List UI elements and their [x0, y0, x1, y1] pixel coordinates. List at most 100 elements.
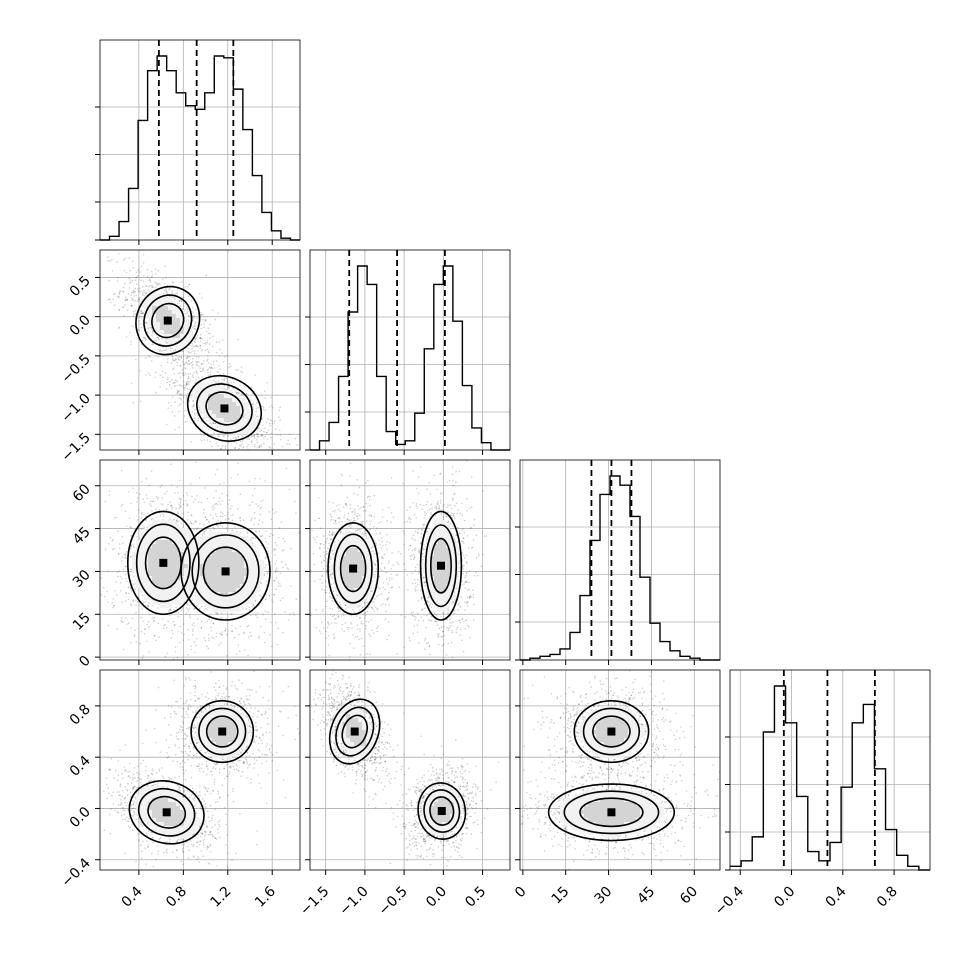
scatter-point — [208, 368, 210, 370]
scatter-point — [123, 287, 125, 289]
density-cell — [208, 592, 212, 596]
scatter-point — [269, 425, 271, 427]
scatter-point — [246, 438, 248, 440]
density-cell — [144, 540, 148, 544]
scatter-point — [189, 616, 191, 618]
density-cell — [160, 552, 164, 556]
scatter-point — [339, 602, 341, 604]
histogram-bin — [650, 623, 660, 660]
scatter-point — [179, 626, 181, 628]
density-cell — [148, 584, 152, 588]
density-cell — [248, 600, 252, 604]
scatter-point — [172, 514, 174, 516]
scatter-point — [166, 388, 168, 390]
scatter-point — [211, 637, 213, 639]
scatter-point — [212, 527, 214, 529]
scatter-point — [265, 531, 267, 533]
scatter-point — [131, 545, 133, 547]
scatter-point — [226, 527, 228, 529]
scatter-point — [375, 542, 377, 544]
scatter-point — [129, 287, 131, 289]
scatter-point — [227, 512, 229, 514]
scatter-point — [189, 614, 191, 616]
scatter-point — [181, 385, 183, 387]
scatter-point — [149, 278, 151, 280]
scatter-point — [167, 620, 169, 622]
scatter-point — [200, 338, 202, 340]
scatter-point — [192, 634, 194, 636]
scatter-point — [130, 588, 132, 590]
scatter-point — [210, 514, 212, 516]
density-cell — [224, 414, 228, 418]
scatter-point — [250, 615, 252, 617]
scatter-point — [401, 614, 403, 616]
density-cell — [172, 560, 176, 564]
scatter-point — [168, 402, 170, 404]
scatter-point — [146, 641, 148, 643]
scatter-point — [260, 394, 262, 396]
scatter-point — [174, 350, 176, 352]
scatter-point — [316, 536, 318, 538]
density-cell — [196, 584, 200, 588]
density-cell — [204, 394, 208, 398]
scatter-point — [221, 617, 223, 619]
scatter-point — [148, 627, 150, 629]
scatter-point — [147, 276, 149, 278]
scatter-point — [338, 509, 340, 511]
scatter-point — [381, 547, 383, 549]
density-cell — [204, 568, 208, 572]
scatter-point — [108, 625, 110, 627]
scatter-point — [223, 435, 225, 437]
scatter-point — [201, 621, 203, 623]
scatter-point — [367, 497, 369, 499]
scatter-point — [320, 555, 322, 557]
density-cell — [172, 552, 176, 556]
scatter-point — [194, 326, 196, 328]
density-cell — [168, 532, 172, 536]
scatter-point — [227, 381, 229, 383]
scatter-point — [214, 507, 216, 509]
scatter-point — [172, 290, 174, 292]
scatter-point — [164, 290, 166, 292]
histogram-bin — [560, 649, 570, 660]
scatter-point — [139, 329, 141, 331]
scatter-point — [268, 550, 270, 552]
scatter-point — [158, 349, 160, 351]
scatter-point — [192, 411, 194, 413]
scatter-point — [218, 435, 220, 437]
scatter-point — [322, 610, 324, 612]
scatter-point — [359, 609, 361, 611]
scatter-point — [390, 522, 392, 524]
scatter-point — [255, 503, 257, 505]
density-cell — [204, 382, 208, 386]
scatter-point — [122, 557, 124, 559]
density-cell — [168, 560, 172, 564]
scatter-point — [167, 362, 169, 364]
scatter-point — [153, 620, 155, 622]
scatter-point — [216, 360, 218, 362]
scatter-point — [151, 286, 153, 288]
scatter-point — [212, 310, 214, 312]
density-cell — [132, 564, 136, 568]
density-cell — [164, 306, 168, 310]
scatter-point — [167, 358, 169, 360]
scatter-point — [209, 343, 211, 345]
scatter-point — [376, 560, 378, 562]
scatter-point — [180, 397, 182, 399]
density-cell — [228, 418, 232, 422]
scatter-point — [179, 480, 181, 482]
scatter-point — [155, 392, 157, 394]
scatter-point — [208, 350, 210, 352]
scatter-point — [201, 435, 203, 437]
density-cell — [224, 536, 228, 540]
scatter-point — [333, 634, 335, 636]
scatter-point — [215, 490, 217, 492]
density-cell — [236, 540, 240, 544]
scatter-point — [383, 582, 385, 584]
scatter-point — [273, 602, 275, 604]
density-cell — [224, 540, 228, 544]
scatter-point — [232, 520, 234, 522]
histogram-bin — [214, 56, 224, 240]
scatter-point — [331, 519, 333, 521]
scatter-point — [257, 429, 259, 431]
